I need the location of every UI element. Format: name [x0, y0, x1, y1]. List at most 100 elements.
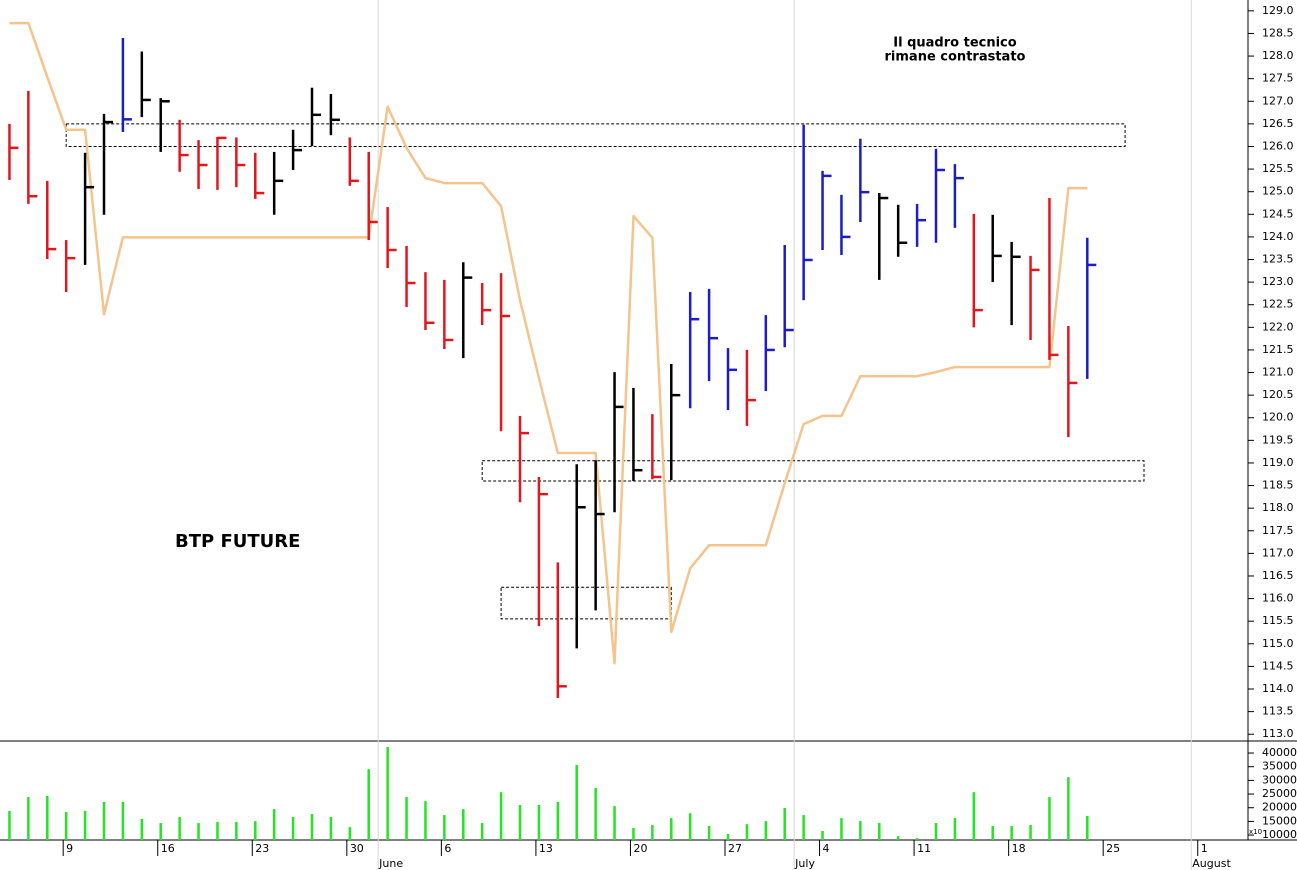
y-tick-label: 114.0 — [1262, 682, 1294, 695]
x-tick-label: 6 — [444, 842, 451, 855]
x-tick-label: 30 — [350, 842, 364, 855]
volume-bar — [859, 821, 862, 840]
volume-bar — [802, 815, 805, 840]
volume-tick-label: 20000 — [1262, 801, 1297, 814]
y-tick-label: 126.0 — [1262, 139, 1294, 152]
volume-bar — [896, 836, 900, 840]
volume-bar — [443, 815, 446, 840]
x-tick-label: 9 — [66, 842, 73, 855]
y-tick-label: 119.5 — [1262, 433, 1294, 446]
volume-bar — [46, 795, 49, 840]
volume-bar — [934, 823, 938, 840]
volume-bar — [783, 808, 786, 840]
volume-bar — [291, 817, 295, 840]
volume-bar — [329, 817, 333, 840]
y-tick-label: 118.5 — [1262, 479, 1294, 492]
x-tick-label: 18 — [1012, 842, 1026, 855]
volume-bar — [878, 823, 881, 840]
y-tick-label: 128.5 — [1262, 26, 1294, 39]
stop-line — [9, 21, 1088, 665]
volume-bar — [518, 804, 522, 840]
x-tick-label: 11 — [917, 842, 931, 855]
y-tick-label: 116.0 — [1262, 592, 1294, 605]
y-tick-label: 127.0 — [1262, 94, 1294, 107]
volume-bar — [575, 765, 578, 840]
volume-bar — [8, 811, 11, 840]
zone — [481, 460, 1145, 482]
chart-title: BTP FUTURE — [175, 531, 300, 552]
x-tick-label: 16 — [161, 842, 175, 855]
volume-bar — [613, 806, 616, 840]
y-tick-label: 120.0 — [1262, 411, 1294, 424]
annotation: Il quadro tecnico — [893, 36, 1016, 51]
volume-bar — [651, 824, 654, 840]
volume-unit: x10 — [1249, 828, 1262, 836]
volume-bar — [480, 823, 484, 840]
x-tick-label: 23 — [255, 842, 269, 855]
volume-bar — [953, 818, 957, 840]
volume-bar — [235, 821, 238, 840]
volume-bar — [764, 821, 768, 840]
volume-bar — [64, 812, 68, 840]
x-tick-label: 20 — [633, 842, 647, 855]
volume-bar — [499, 792, 503, 840]
y-tick-label: 123.0 — [1262, 275, 1294, 288]
volume-bar — [27, 797, 30, 840]
volume-bar — [178, 817, 181, 840]
month-label: August — [1192, 857, 1231, 870]
volume-bar — [159, 823, 162, 840]
y-tick-label: 125.5 — [1262, 162, 1294, 175]
volume-bar — [424, 801, 427, 840]
volume-bar — [386, 747, 389, 840]
volume-bar — [121, 801, 125, 840]
volume-bar — [197, 823, 200, 840]
volume-bar — [972, 792, 976, 840]
volume-bar — [556, 801, 560, 840]
y-tick-label: 127.5 — [1262, 72, 1294, 85]
annotation: rimane contrastato — [885, 50, 1026, 65]
y-tick-label: 124.5 — [1262, 207, 1294, 220]
volume-bar — [632, 827, 635, 840]
y-tick-label: 118.0 — [1262, 501, 1294, 514]
volume-tick-label: 25000 — [1262, 787, 1297, 800]
volume-bar — [537, 804, 541, 840]
y-tick-label: 122.5 — [1262, 298, 1294, 311]
y-tick-label: 122.0 — [1262, 320, 1294, 333]
y-tick-label: 119.0 — [1262, 456, 1294, 469]
y-tick-label: 129.0 — [1262, 4, 1294, 17]
y-tick-label: 125.0 — [1262, 185, 1294, 198]
volume-bar — [1029, 824, 1032, 840]
y-tick-label: 117.5 — [1262, 524, 1294, 537]
y-tick-label: 114.5 — [1262, 659, 1294, 672]
zone — [65, 123, 1126, 147]
volume-tick-label: 15000 — [1262, 814, 1297, 827]
volume-tick-label: 35000 — [1262, 760, 1297, 773]
volume-bar — [915, 838, 919, 840]
y-tick-label: 121.0 — [1262, 366, 1294, 379]
volume-bar — [688, 813, 692, 840]
y-tick-label: 113.0 — [1262, 727, 1294, 740]
volume-bar — [821, 830, 824, 840]
y-tick-label: 115.5 — [1262, 614, 1294, 627]
y-tick-label: 126.5 — [1262, 117, 1294, 130]
volume-bar — [254, 821, 257, 840]
volume-bar — [140, 818, 144, 840]
volume-bar — [594, 788, 597, 840]
volume-bar — [1086, 815, 1089, 840]
volume-bar — [840, 818, 843, 840]
volume-bar — [216, 821, 219, 840]
x-tick-label: 4 — [823, 842, 830, 855]
volume-bar — [83, 811, 87, 840]
volume-bar — [462, 809, 465, 840]
y-tick-label: 113.5 — [1262, 705, 1294, 718]
month-label: June — [378, 857, 403, 870]
y-tick-label: 120.5 — [1262, 388, 1294, 401]
volume-bar — [1067, 777, 1070, 840]
y-tick-label: 124.0 — [1262, 230, 1294, 243]
x-tick-label: 13 — [539, 842, 553, 855]
volume-bar — [405, 797, 408, 840]
zone — [500, 586, 672, 620]
volume-bar — [348, 827, 352, 840]
